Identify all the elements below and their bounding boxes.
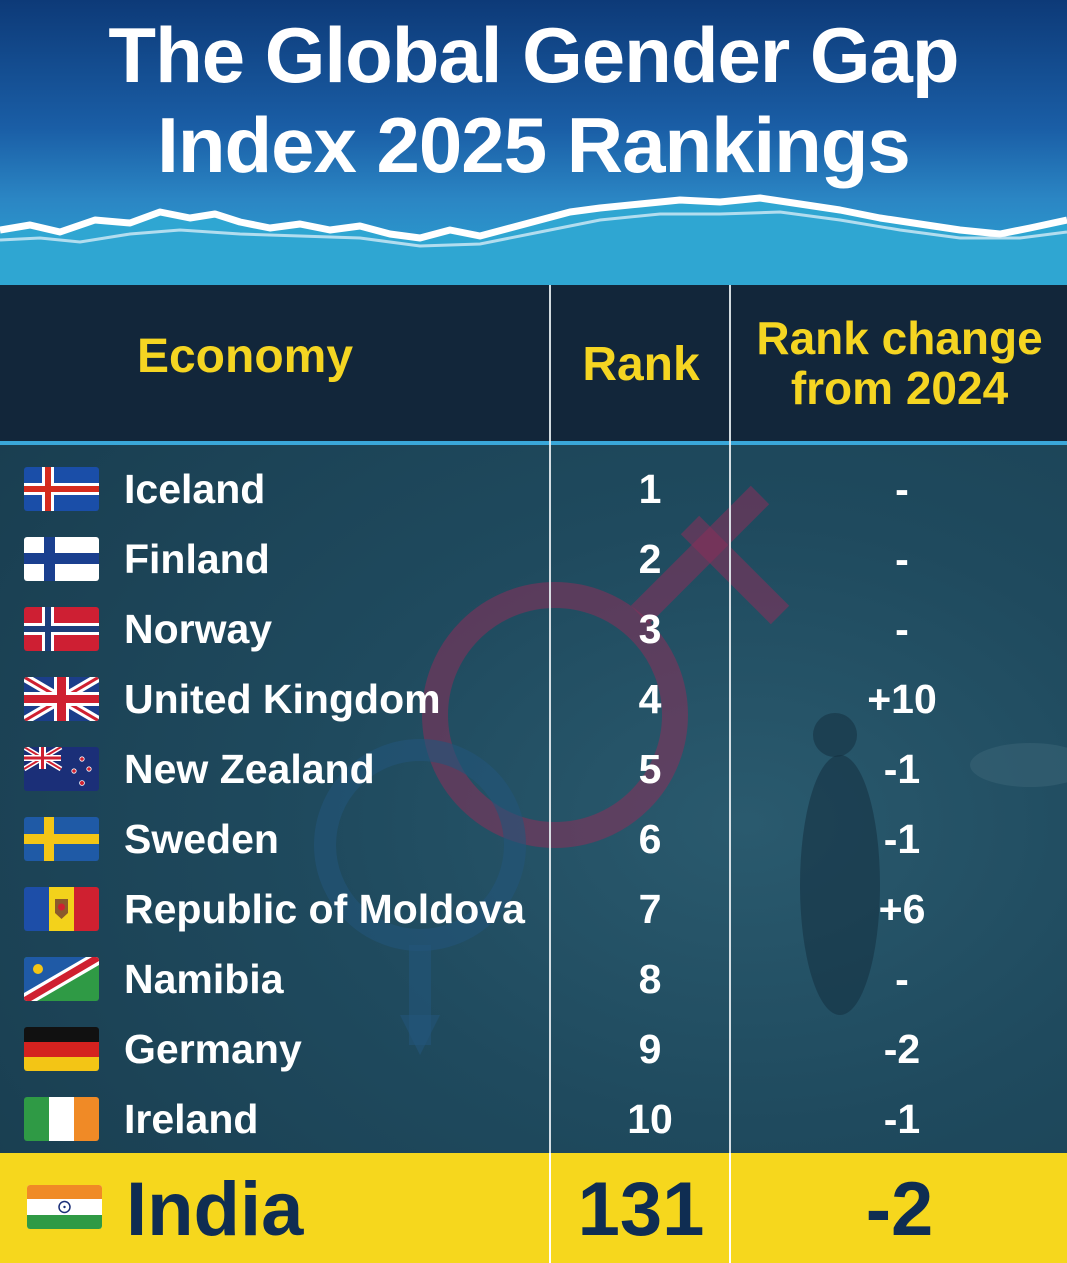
- iceland-flag-icon: [24, 467, 99, 511]
- rank-value: 3: [638, 606, 662, 652]
- economy-name: Sweden: [124, 816, 279, 862]
- rank-value: 8: [638, 956, 662, 1002]
- table-row: New Zealand 5 -1: [0, 730, 1067, 800]
- column-header-row: Economy Rank Rank change from 2024: [0, 285, 1067, 445]
- rank-change-value: -: [895, 956, 909, 1002]
- rank-value: 9: [638, 1026, 662, 1072]
- male-symbol-icon: [314, 739, 526, 951]
- highlight-row: India 131 -2: [0, 1153, 1067, 1263]
- title-line-2: Index 2025 Rankings: [157, 101, 911, 189]
- economy-name: Iceland: [124, 466, 266, 512]
- female-symbol-icon: [422, 582, 688, 848]
- rank-value: 10: [627, 1096, 673, 1142]
- economy-name: Republic of Moldova: [124, 886, 525, 932]
- india-flag-icon: [27, 1185, 102, 1229]
- header-rank: Rank: [582, 338, 700, 391]
- moldova-flag-icon: [24, 887, 99, 931]
- economy-name: Finland: [124, 536, 270, 582]
- sweden-flag-icon: [24, 817, 99, 861]
- uk-flag-icon: [24, 677, 99, 721]
- economy-name: Namibia: [124, 956, 284, 1002]
- economy-name: Norway: [124, 606, 273, 652]
- column-divider: [549, 285, 551, 1263]
- rank-change-value: -: [895, 606, 909, 652]
- highlight-economy-name: India: [126, 1167, 304, 1252]
- highlight-rank-change-value: -2: [865, 1167, 934, 1252]
- column-divider: [549, 1153, 551, 1263]
- table-row: Iceland 1 -: [0, 450, 1067, 520]
- rank-value: 7: [638, 886, 662, 932]
- finland-flag-icon: [24, 537, 99, 581]
- table-row: Ireland 10 -1: [0, 1080, 1067, 1150]
- column-divider: [729, 285, 731, 1263]
- gender-symbol-background: [314, 485, 1067, 1055]
- rank-change-value: -: [895, 466, 909, 512]
- table-row: United Kingdom 4 +10: [0, 660, 1067, 730]
- header-rank-change-line-2: from 2024: [790, 362, 1009, 414]
- table-row: Republic of Moldova 7 +6: [0, 870, 1067, 940]
- torn-paper-edge: [0, 194, 1067, 285]
- economy-name: Germany: [124, 1026, 302, 1072]
- header-economy: Economy: [136, 330, 354, 383]
- economy-name: Ireland: [124, 1096, 259, 1142]
- economy-name: New Zealand: [124, 746, 375, 792]
- highlight-rank-value: 131: [577, 1167, 705, 1252]
- table-row: Germany 9 -2: [0, 1010, 1067, 1080]
- figure-silhouette: [800, 755, 880, 1015]
- header-rank-change: Rank change from 2024: [732, 313, 1067, 413]
- page-title: The Global Gender Gap Index 2025 Ranking…: [0, 10, 1067, 190]
- title-banner: The Global Gender Gap Index 2025 Ranking…: [0, 0, 1067, 285]
- header-rank-change-line-1: Rank change: [756, 312, 1043, 364]
- rank-change-value: -2: [883, 1026, 921, 1072]
- rank-change-value: -1: [883, 746, 921, 792]
- rank-value: 6: [638, 816, 662, 862]
- rank-value: 2: [638, 536, 662, 582]
- new-zealand-flag-icon: [24, 747, 99, 791]
- rank-change-value: -: [895, 536, 909, 582]
- norway-flag-icon: [24, 607, 99, 651]
- namibia-flag-icon: [24, 957, 99, 1001]
- table-row: Norway 3 -: [0, 590, 1067, 660]
- column-divider: [729, 1153, 731, 1263]
- rank-change-value: +10: [867, 676, 937, 722]
- rank-change-value: -1: [883, 1096, 921, 1142]
- table-row: Finland 2 -: [0, 520, 1067, 590]
- germany-flag-icon: [24, 1027, 99, 1071]
- rank-value: 4: [638, 676, 662, 722]
- table-row: Sweden 6 -1: [0, 800, 1067, 870]
- rank-change-value: +6: [878, 886, 926, 932]
- rank-value: 1: [638, 466, 662, 512]
- economy-name: United Kingdom: [124, 676, 441, 722]
- ireland-flag-icon: [24, 1097, 99, 1141]
- rankings-table: Economy Rank Rank change from 2024 Icela…: [0, 285, 1067, 1263]
- title-line-1: The Global Gender Gap: [108, 11, 959, 99]
- rank-change-value: -1: [883, 816, 921, 862]
- rank-value: 5: [638, 746, 662, 792]
- table-row: Namibia 8 -: [0, 940, 1067, 1010]
